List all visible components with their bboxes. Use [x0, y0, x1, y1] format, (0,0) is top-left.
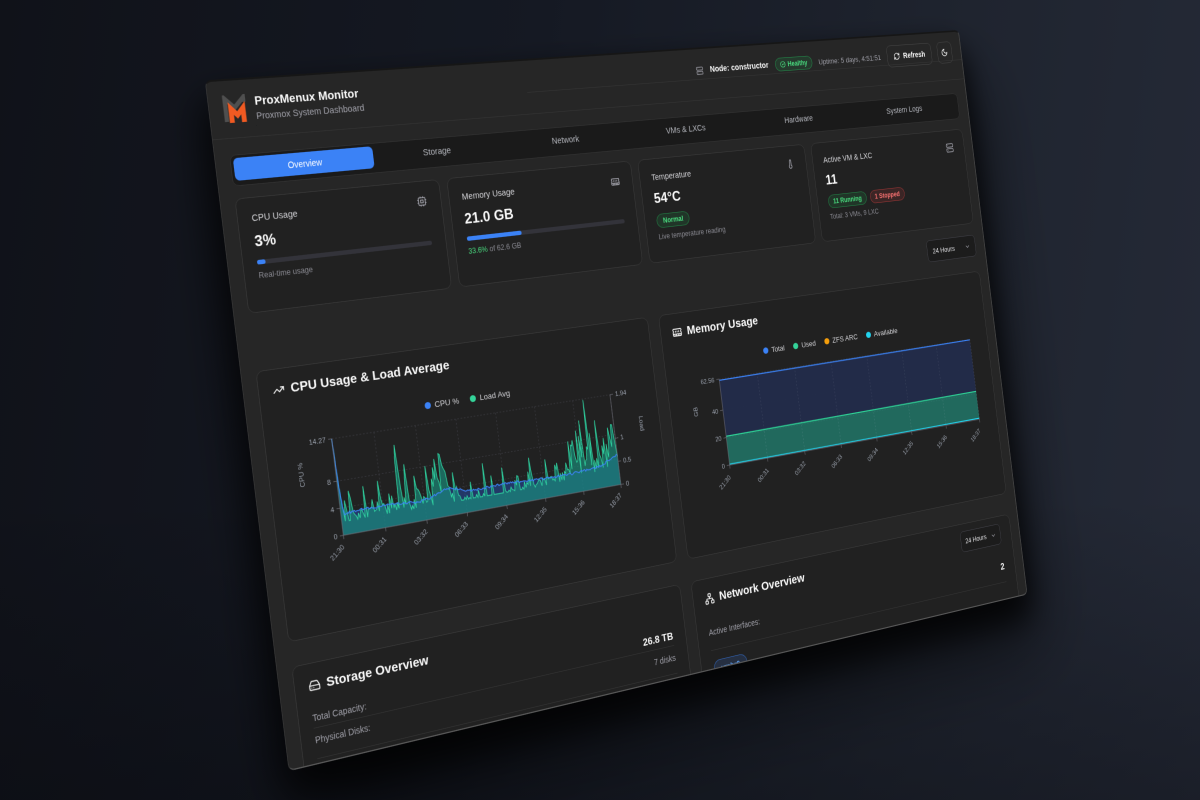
svg-text:0: 0 [721, 462, 725, 471]
svg-text:21:30: 21:30 [718, 473, 732, 491]
svg-text:8: 8 [327, 478, 332, 487]
svg-text:18:37: 18:37 [969, 427, 981, 443]
svg-text:Load: Load [637, 415, 646, 431]
svg-text:0.5: 0.5 [623, 455, 632, 465]
svg-text:CPU %: CPU % [296, 462, 307, 488]
svg-text:1.94: 1.94 [615, 388, 627, 398]
svg-text:GB: GB [692, 407, 700, 418]
svg-text:00:31: 00:31 [756, 466, 770, 484]
svg-text:0: 0 [625, 479, 629, 488]
svg-text:09:34: 09:34 [493, 512, 509, 531]
svg-text:40: 40 [712, 407, 719, 416]
svg-text:20: 20 [715, 435, 722, 444]
svg-text:18:37: 18:37 [608, 491, 623, 509]
svg-text:12:35: 12:35 [901, 440, 914, 457]
svg-text:03:32: 03:32 [793, 460, 807, 477]
svg-text:03:32: 03:32 [412, 527, 429, 546]
svg-text:14.27: 14.27 [308, 435, 326, 447]
svg-text:62.56: 62.56 [700, 376, 715, 386]
svg-text:12:35: 12:35 [532, 505, 548, 524]
svg-text:21:30: 21:30 [328, 543, 346, 563]
svg-text:0: 0 [333, 532, 338, 542]
svg-text:09:34: 09:34 [866, 446, 879, 463]
svg-text:15:36: 15:36 [571, 498, 587, 517]
svg-text:1: 1 [620, 433, 624, 442]
svg-text:06:33: 06:33 [830, 453, 843, 470]
svg-text:15:36: 15:36 [936, 433, 949, 450]
svg-text:4: 4 [330, 505, 335, 515]
svg-text:00:31: 00:31 [371, 535, 388, 555]
svg-text:06:33: 06:33 [453, 520, 470, 539]
